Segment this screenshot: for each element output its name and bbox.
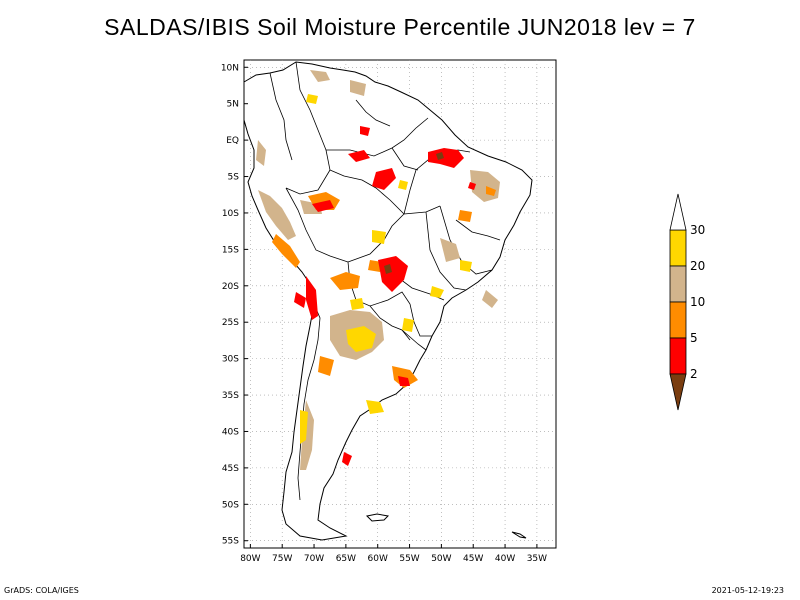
lat-tick-label: 20S [222,282,239,292]
lat-tick-label: 10N [221,63,239,73]
lat-tick-label: 5N [227,100,239,110]
lat-tick-label: 35S [222,391,239,401]
colorbar-arrow-below-2 [669,373,687,411]
islands [365,513,527,539]
colorbar: 2 5 10 20 30 [669,193,705,411]
percentile-patches [256,70,500,470]
lat-tick-labels: 10N 5N EQ 5S 10S 15S 20S 25S 30S 35S 40S 45S 50S 55S [221,63,248,547]
lon-tick-label: 50W [431,554,451,564]
colorbar-arrow-above-30 [669,193,687,231]
colorbar-label: 30 [690,223,705,237]
lat-tick-label: 50S [222,500,239,510]
map-plot-area: 80W 75W 70W 65W 60W 55W 50W 45W 40W 35W 10N 5N EQ 5S… [221,59,557,564]
lat-tick-label: 25S [222,318,239,328]
lon-tick-label: 65W [336,554,356,564]
colorbar-label: 20 [690,259,705,273]
lat-tick-label: 55S [222,537,239,547]
colorbar-seg-20-30 [669,229,687,267]
footer-timestamp: 2021-05-12-19:23 [711,586,784,595]
lon-tick-label: 40W [495,554,515,564]
lat-tick-label: 30S [222,355,239,365]
lon-tick-label: 75W [272,554,292,564]
lon-tick-label: 60W [368,554,388,564]
lon-tick-labels: 80W 75W 70W 65W 60W 55W 50W 45W 40W 35W [240,544,547,564]
lat-tick-label: 40S [222,427,239,437]
colorbar-seg-10-20 [669,265,687,303]
colorbar-label: 2 [690,367,698,381]
lon-tick-label: 55W [399,554,419,564]
colorbar-label: 10 [690,295,705,309]
country-borders [269,61,501,501]
lat-tick-label: 5S [228,173,240,183]
colorbar-seg-2-5 [669,337,687,375]
lon-tick-label: 45W [463,554,483,564]
footer-credit: GrADS: COLA/IGES [4,586,79,595]
south-georgia-island [511,531,527,539]
lon-tick-label: 70W [304,554,324,564]
falkland-islands [365,513,390,522]
colorbar-seg-5-10 [669,301,687,339]
lat-tick-label: 15S [222,245,239,255]
lon-tick-label: 35W [527,554,547,564]
lat-tick-label: EQ [226,136,239,146]
lon-tick-label: 80W [240,554,260,564]
lat-tick-label: 10S [222,209,239,219]
colorbar-label: 5 [690,331,698,345]
map-title: SALDAS/IBIS Soil Moisture Percentile JUN… [104,14,696,40]
lat-tick-label: 45S [222,464,239,474]
